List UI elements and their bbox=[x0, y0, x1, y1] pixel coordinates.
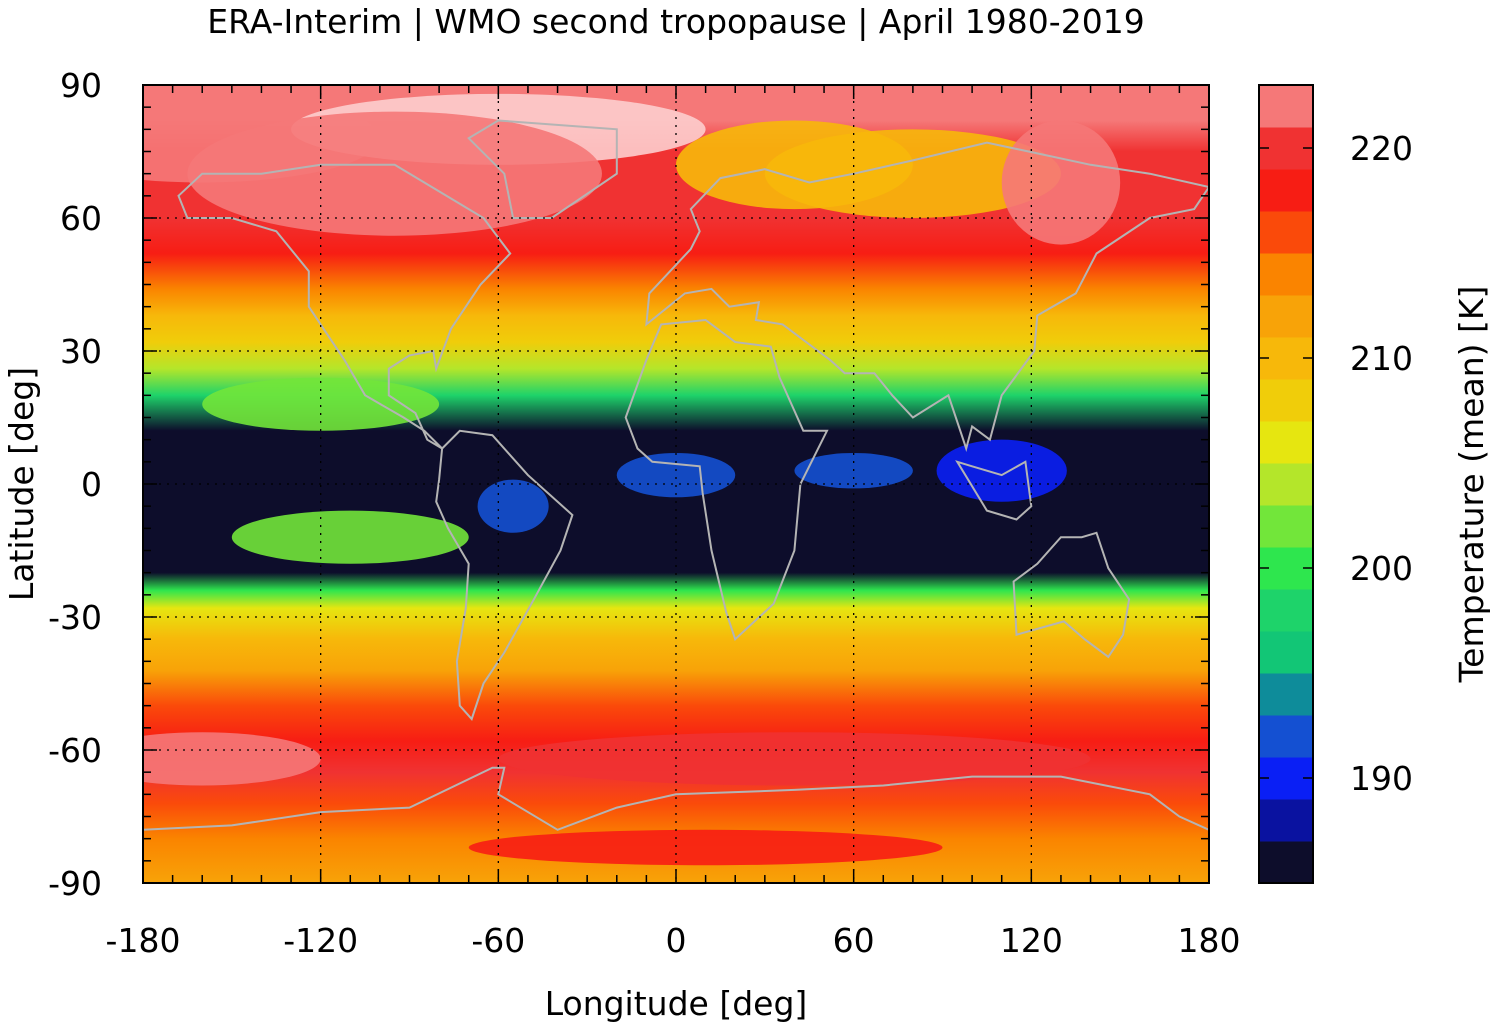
x-tick-label: 180 bbox=[1178, 921, 1241, 960]
plot-area: -180 -120 -60 0 60 120 180 -90 -60 -30 0 30 60 90 bbox=[48, 66, 1241, 960]
colorbar-level bbox=[1259, 589, 1313, 632]
colorbar: 190 200 210 220 bbox=[1258, 84, 1413, 884]
southern-band-patch bbox=[498, 732, 1091, 786]
x-tick-label: 0 bbox=[666, 921, 687, 960]
colorbar-level bbox=[1259, 379, 1313, 422]
colorbar-level bbox=[1259, 715, 1313, 758]
subtropical-green-patch bbox=[231, 510, 469, 564]
y-tick-label: -30 bbox=[48, 598, 102, 637]
y-tick-label: 60 bbox=[60, 199, 102, 238]
australia-coastline bbox=[1012, 531, 1131, 659]
y-tick-label: -60 bbox=[48, 731, 102, 770]
coastlines bbox=[143, 119, 1209, 883]
maritime-continent-coastline bbox=[955, 460, 1033, 521]
x-axis-label: Longitude [deg] bbox=[545, 984, 808, 1023]
colorbar-level bbox=[1259, 673, 1313, 716]
colorbar-level bbox=[1259, 169, 1313, 212]
colorbar-level bbox=[1259, 505, 1313, 548]
x-tick-label: -120 bbox=[283, 921, 358, 960]
colorbar-level bbox=[1259, 295, 1313, 338]
y-tick-label: -90 bbox=[48, 864, 102, 903]
arctic-cool-patch bbox=[764, 129, 1061, 218]
y-tick-label: 0 bbox=[81, 465, 102, 504]
colorbar-level bbox=[1259, 799, 1313, 842]
antarctica-coastline bbox=[143, 766, 1209, 883]
colorbar-tick-label: 210 bbox=[1350, 339, 1413, 378]
y-tick-label: 30 bbox=[60, 332, 102, 371]
colorbar-level bbox=[1259, 631, 1313, 674]
colorbar-level bbox=[1259, 211, 1313, 254]
x-axis: -180 -120 -60 0 60 120 180 bbox=[106, 85, 1241, 960]
greenland-coastline bbox=[467, 119, 618, 219]
colorbar-level bbox=[1259, 253, 1313, 296]
colorbar-level bbox=[1259, 421, 1313, 464]
colorbar-levels bbox=[1259, 85, 1313, 884]
convective-cold-patch bbox=[936, 439, 1067, 502]
x-tick-label: 60 bbox=[833, 921, 875, 960]
colorbar-tick-label: 190 bbox=[1350, 759, 1413, 798]
africa-coastline bbox=[624, 318, 829, 641]
north-america-coastline bbox=[177, 163, 512, 450]
chart-title: ERA-Interim | WMO second tropopause | Ap… bbox=[207, 2, 1144, 41]
y-tick-label: 90 bbox=[60, 66, 102, 105]
x-tick-label: -180 bbox=[106, 921, 181, 960]
colorbar-label: Temperature (mean) [K] bbox=[1452, 286, 1491, 684]
convective-cold-patch bbox=[616, 452, 736, 498]
x-tick-label: 120 bbox=[1000, 921, 1063, 960]
colorbar-frame bbox=[1258, 84, 1314, 884]
colorbar-tick-label: 200 bbox=[1350, 549, 1413, 588]
subtropical-green-patch bbox=[202, 377, 440, 431]
colorbar-ticks: 190 200 210 220 bbox=[1259, 129, 1413, 798]
antarctic-warm-patch bbox=[468, 829, 943, 866]
colorbar-level bbox=[1259, 463, 1313, 506]
southern-warm-patch bbox=[143, 732, 321, 786]
grid-lines bbox=[143, 85, 1209, 883]
colorbar-level bbox=[1259, 85, 1313, 128]
y-axis: -90 -60 -30 0 30 60 90 bbox=[48, 66, 1209, 903]
south-america-coastline bbox=[435, 429, 574, 721]
arctic-warm-patch bbox=[1001, 120, 1121, 245]
convective-cold-patch bbox=[477, 479, 549, 533]
eurasia-coastline bbox=[645, 141, 1209, 452]
colorbar-tick-label: 220 bbox=[1350, 129, 1413, 168]
colorbar-level bbox=[1259, 841, 1313, 884]
y-axis-label: Latitude [deg] bbox=[2, 367, 41, 601]
x-tick-label: -60 bbox=[471, 921, 525, 960]
